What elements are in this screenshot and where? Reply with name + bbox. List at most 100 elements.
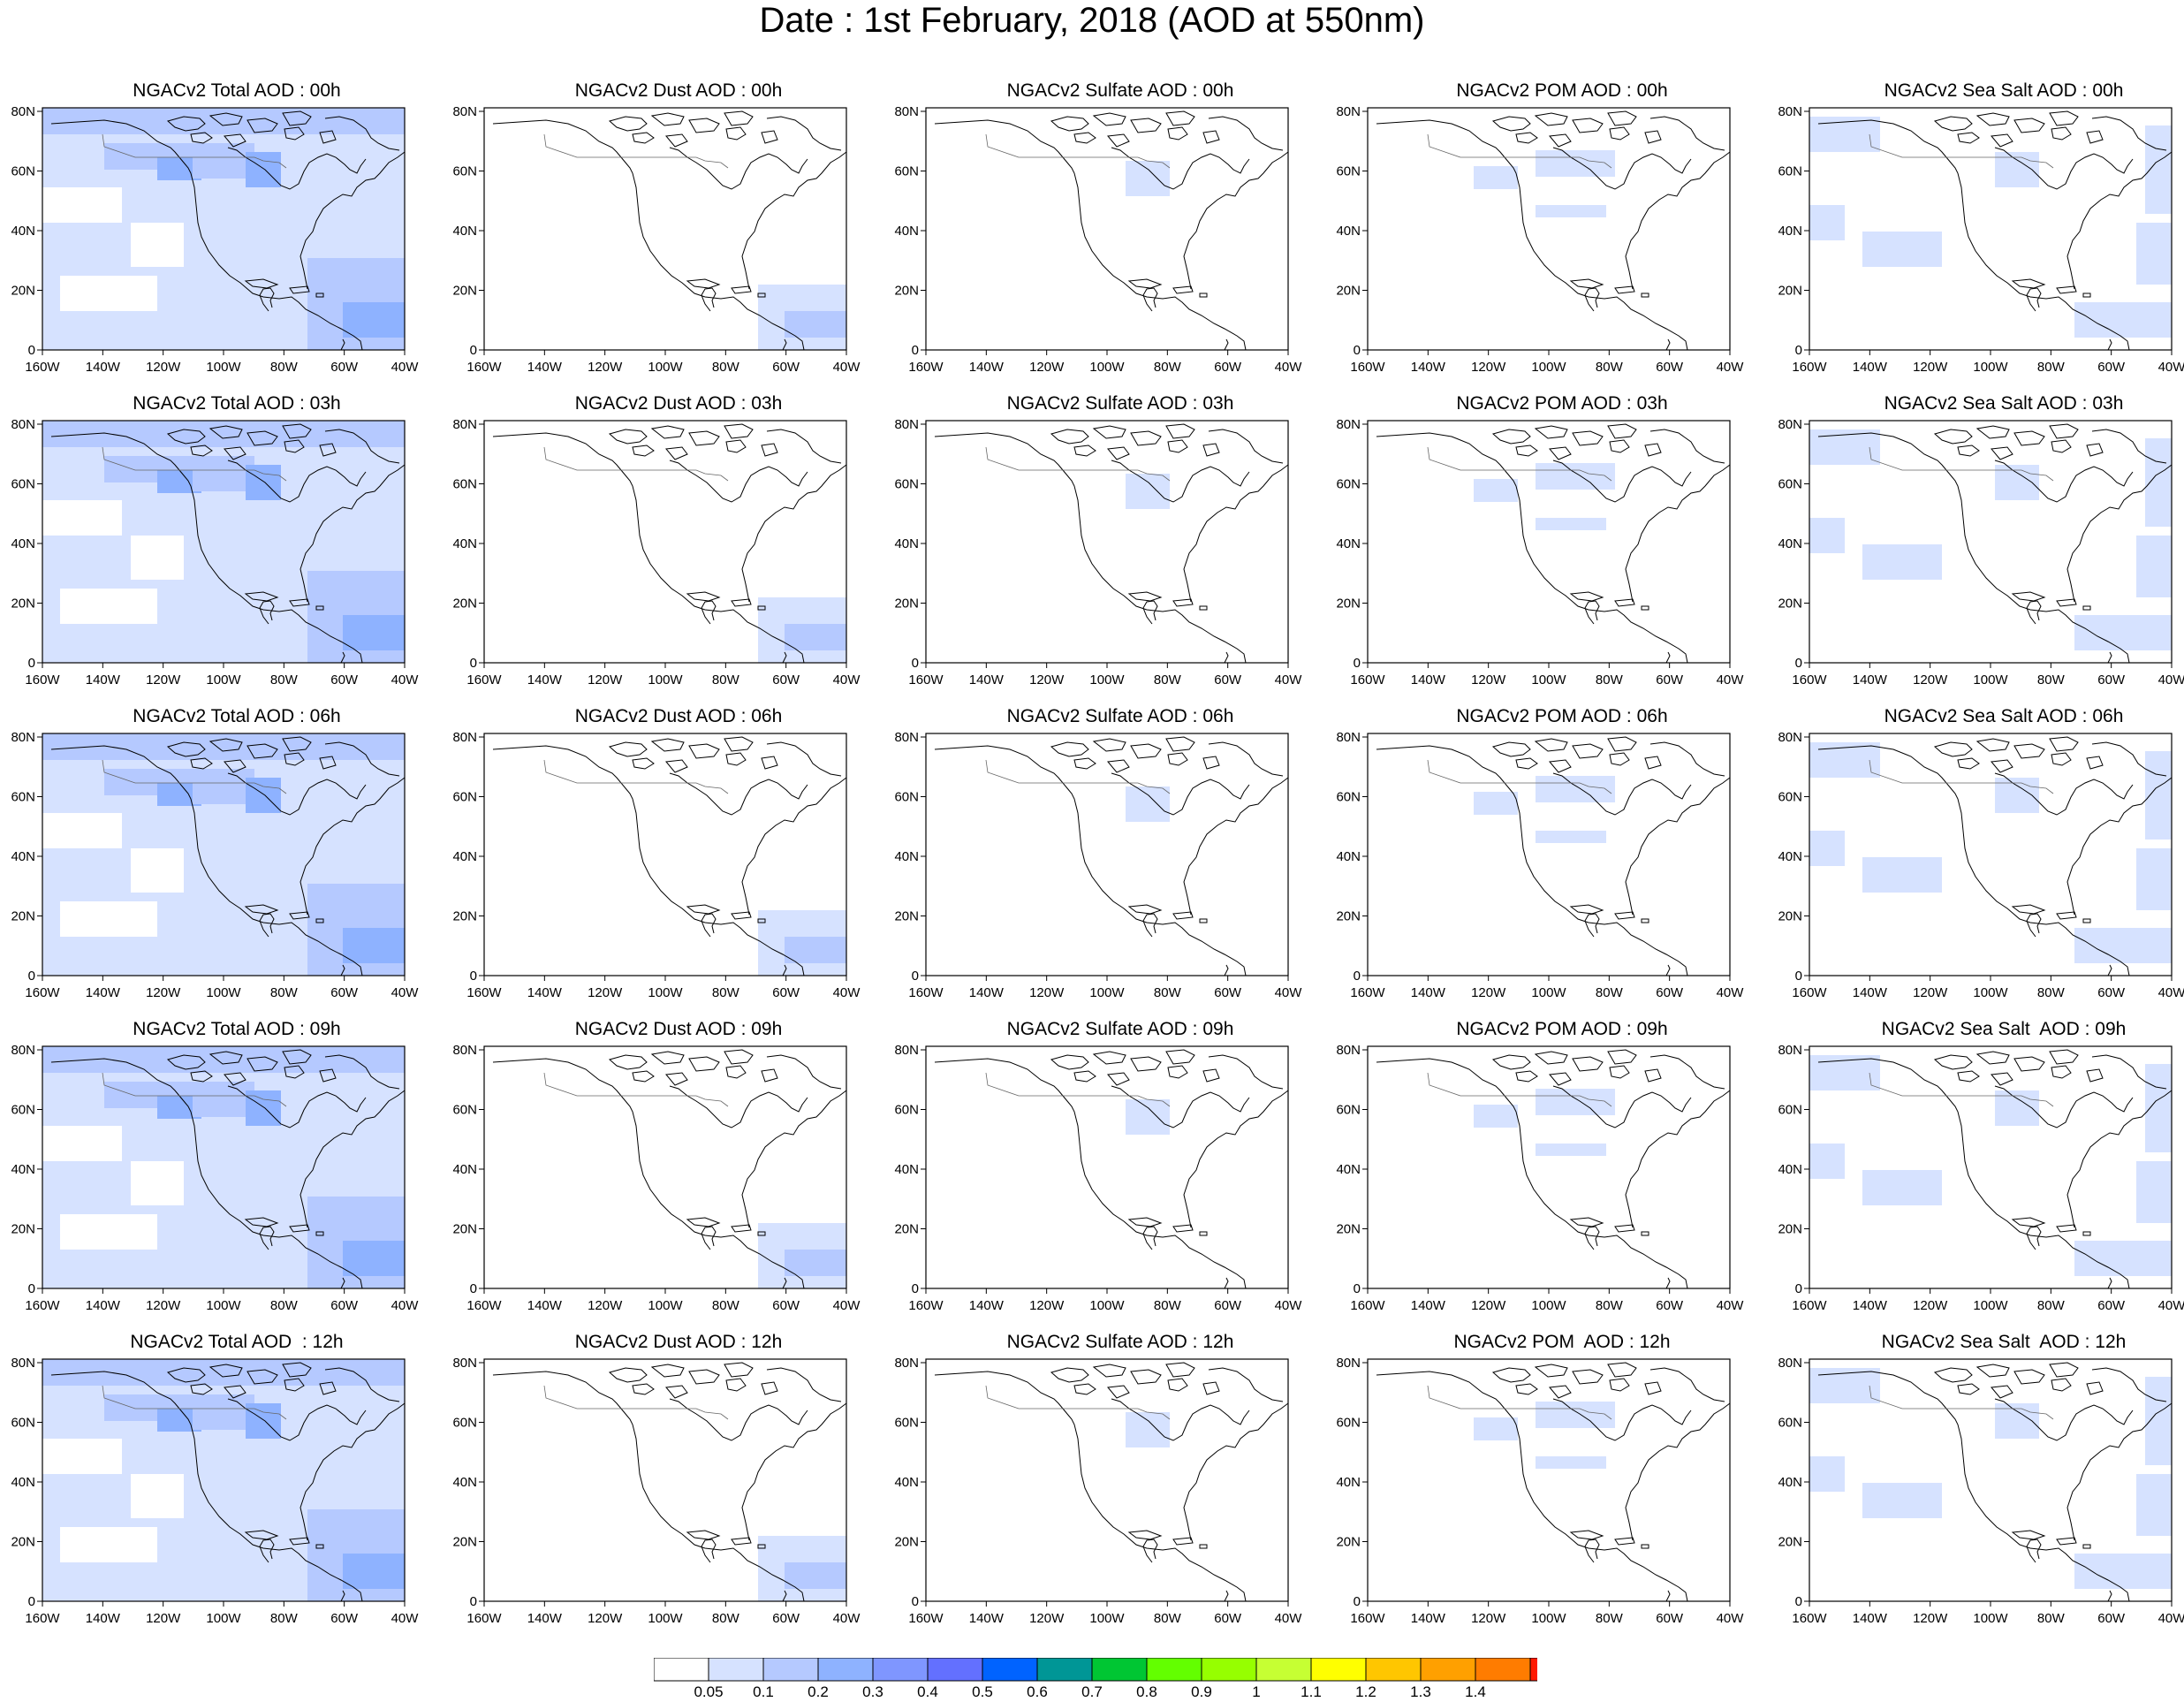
map-panel-pom-0: NGACv2 POM AOD : 00h 80N 60N 40N 20N 0 160W 140… [1336, 80, 1765, 380]
coastline [934, 1049, 1289, 1289]
colorbar-swatch [927, 1658, 983, 1682]
aod-fill-field [758, 1536, 846, 1601]
coastline [1376, 1362, 1731, 1602]
aod-patch [246, 778, 281, 813]
lon-tick-label: 100W [1973, 1611, 2008, 1626]
lat-tick-label: 80N [452, 1356, 477, 1371]
lon-tick-label: 80W [1154, 360, 1182, 375]
aod-patch [193, 465, 246, 491]
lon-tick-label: 40W [1717, 360, 1745, 375]
lon-tick-label: 120W [146, 672, 181, 688]
lat-tick-label: 40N [894, 849, 919, 864]
aod-patch [343, 1241, 405, 1276]
lat-tick-label: 0 [470, 343, 477, 358]
panel-title: NGACv2 Total AOD : 06h [133, 706, 341, 726]
colorbar-swatch [1420, 1658, 1476, 1682]
map-frame [925, 733, 1289, 976]
lat-tick-label: 40N [452, 224, 477, 239]
aod-patch [1809, 1368, 1880, 1403]
lon-tick-label: 80W [270, 672, 299, 688]
lon-tick-label: 40W [391, 360, 420, 375]
panel-title: NGACv2 POM AOD : 03h [1456, 393, 1668, 414]
lon-tick-label: 80W [712, 985, 740, 1000]
lon-tick-label: 60W [1656, 1298, 1684, 1313]
aod-patch [785, 937, 846, 963]
lon-tick-label: 80W [1596, 1611, 1624, 1626]
lon-tick-label: 140W [527, 672, 563, 688]
lon-tick-label: 140W [1411, 1298, 1446, 1313]
lon-tick-label: 60W [772, 1611, 800, 1626]
lat-tick-label: 40N [452, 1475, 477, 1490]
aod-fill-field [42, 733, 405, 976]
lat-tick-label: 40N [1778, 224, 1802, 239]
aod-patch [193, 152, 246, 179]
lon-tick-label: 160W [908, 1611, 944, 1626]
lon-tick-label: 120W [1913, 1611, 1948, 1626]
aod-patch [1536, 1402, 1615, 1428]
panel-title: NGACv2 Total AOD : 12h [130, 1332, 344, 1352]
panel-title: NGACv2 Sulfate AOD : 00h [1006, 80, 1234, 101]
lon-tick-label: 120W [1471, 1298, 1506, 1313]
lat-tick-label: 20N [1336, 1535, 1361, 1550]
colorbar-swatch [708, 1658, 764, 1682]
lat-tick-label: 20N [11, 1535, 35, 1550]
lat-tick-label: 0 [1795, 1594, 1802, 1609]
lat-tick-label: 80N [11, 1356, 35, 1371]
lon-tick-label: 120W [1029, 1298, 1065, 1313]
aod-patch [193, 1090, 246, 1117]
coastline [50, 736, 406, 976]
lon-tick-label: 160W [1792, 672, 1827, 688]
lat-tick-label: 80N [1778, 417, 1802, 432]
lon-tick-label: 60W [330, 1298, 359, 1313]
aod-fill-field [1126, 1099, 1170, 1135]
lon-tick-label: 140W [1853, 985, 1888, 1000]
coastline [934, 423, 1289, 664]
lat-tick-label: 0 [1354, 1281, 1361, 1296]
aod-patch [343, 1554, 405, 1589]
colorbar-label: 1.3 [1410, 1683, 1431, 1698]
panel-title: NGACv2 Sea Salt AOD : 03h [1884, 393, 2124, 414]
panel-title: NGACv2 Dust AOD : 12h [574, 1332, 783, 1352]
aod-patch [60, 901, 157, 937]
map-panel-pom-1: NGACv2 POM AOD : 03h 80N 60N 40N 20N 0 160W 140… [1336, 392, 1765, 693]
us-canada-border [543, 1072, 729, 1107]
us-canada-border [985, 759, 1171, 794]
lon-tick-label: 160W [25, 985, 60, 1000]
lon-tick-label: 80W [1154, 985, 1182, 1000]
aod-patch [42, 500, 122, 536]
aod-patch [42, 813, 122, 848]
colorbar-label: 0.6 [1027, 1683, 1048, 1698]
aod-patch [2145, 751, 2172, 840]
lon-tick-label: 120W [588, 985, 623, 1000]
panel-title: NGACv2 Sea Salt AOD : 06h [1884, 706, 2124, 726]
lon-tick-label: 160W [25, 1298, 60, 1313]
aod-patch [1809, 831, 1845, 866]
colorbar-label: 1.1 [1301, 1683, 1322, 1698]
lat-tick-label: 20N [452, 1535, 477, 1550]
aod-patch [1809, 429, 1880, 465]
map-frame [1367, 1045, 1731, 1289]
colorbar-label: 0.8 [1136, 1683, 1157, 1698]
aod-patch [131, 1161, 184, 1205]
panel-title: NGACv2 Total AOD : 09h [133, 1019, 341, 1039]
lon-tick-label: 160W [1350, 1298, 1385, 1313]
lon-tick-label: 100W [1089, 672, 1125, 688]
aod-fill-field [1126, 786, 1170, 822]
lat-tick-label: 40N [1336, 1475, 1361, 1490]
lat-tick-label: 80N [1336, 417, 1361, 432]
lon-tick-label: 80W [712, 1611, 740, 1626]
lat-tick-label: 60N [452, 1416, 477, 1431]
lon-tick-label: 40W [1275, 360, 1303, 375]
lon-tick-label: 120W [1471, 672, 1506, 688]
lon-tick-label: 80W [270, 985, 299, 1000]
aod-patch [193, 1403, 246, 1430]
map-frame [925, 420, 1289, 664]
map-frame [1367, 1358, 1731, 1602]
aod-patch [193, 778, 246, 804]
panel-title: NGACv2 Sea Salt AOD : 12h [1881, 1332, 2127, 1352]
map-panel-dust-0: NGACv2 Dust AOD : 00h 80N 60N 40N 20N 0 160W 14… [452, 80, 882, 380]
aod-patch [2074, 928, 2172, 963]
aod-patch [1474, 479, 1518, 502]
